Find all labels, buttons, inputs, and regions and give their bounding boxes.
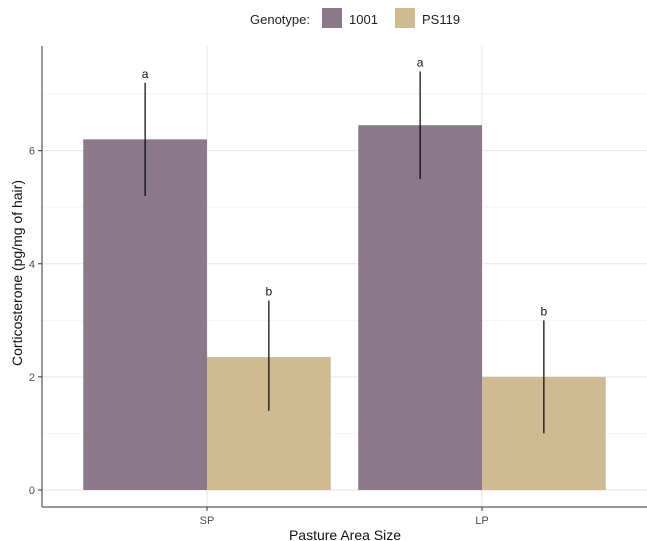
legend-label-1001: 1001 [349, 12, 378, 27]
x-axis-title: Pasture Area Size [289, 527, 401, 541]
significance-label: b [266, 285, 273, 299]
y-tick-label: 0 [29, 485, 35, 497]
legend-title: Genotype: [250, 12, 310, 27]
legend-swatch-PS119 [395, 8, 415, 28]
error-bars [144, 71, 545, 434]
y-tick-label: 6 [29, 146, 35, 158]
plot-bars [83, 125, 606, 491]
significance-labels: a b a b [142, 55, 548, 318]
legend-swatch-1001 [322, 8, 342, 28]
bar-1001-LP [358, 125, 482, 491]
y-axis-title: Corticosterone (pg/mg of hair) [9, 180, 25, 366]
axes: 0 2 4 6 SP LP [29, 46, 647, 527]
bar-1001-SP [83, 139, 207, 491]
significance-label: a [142, 67, 149, 81]
x-tick-label: SP [200, 515, 215, 527]
x-tick-label: LP [475, 515, 488, 527]
legend: Genotype: 1001 PS119 [250, 8, 460, 28]
y-tick-label: 4 [29, 259, 35, 271]
significance-label: a [417, 55, 424, 69]
legend-label-PS119: PS119 [422, 12, 460, 27]
y-tick-label: 2 [29, 372, 35, 384]
significance-label: b [541, 304, 548, 318]
